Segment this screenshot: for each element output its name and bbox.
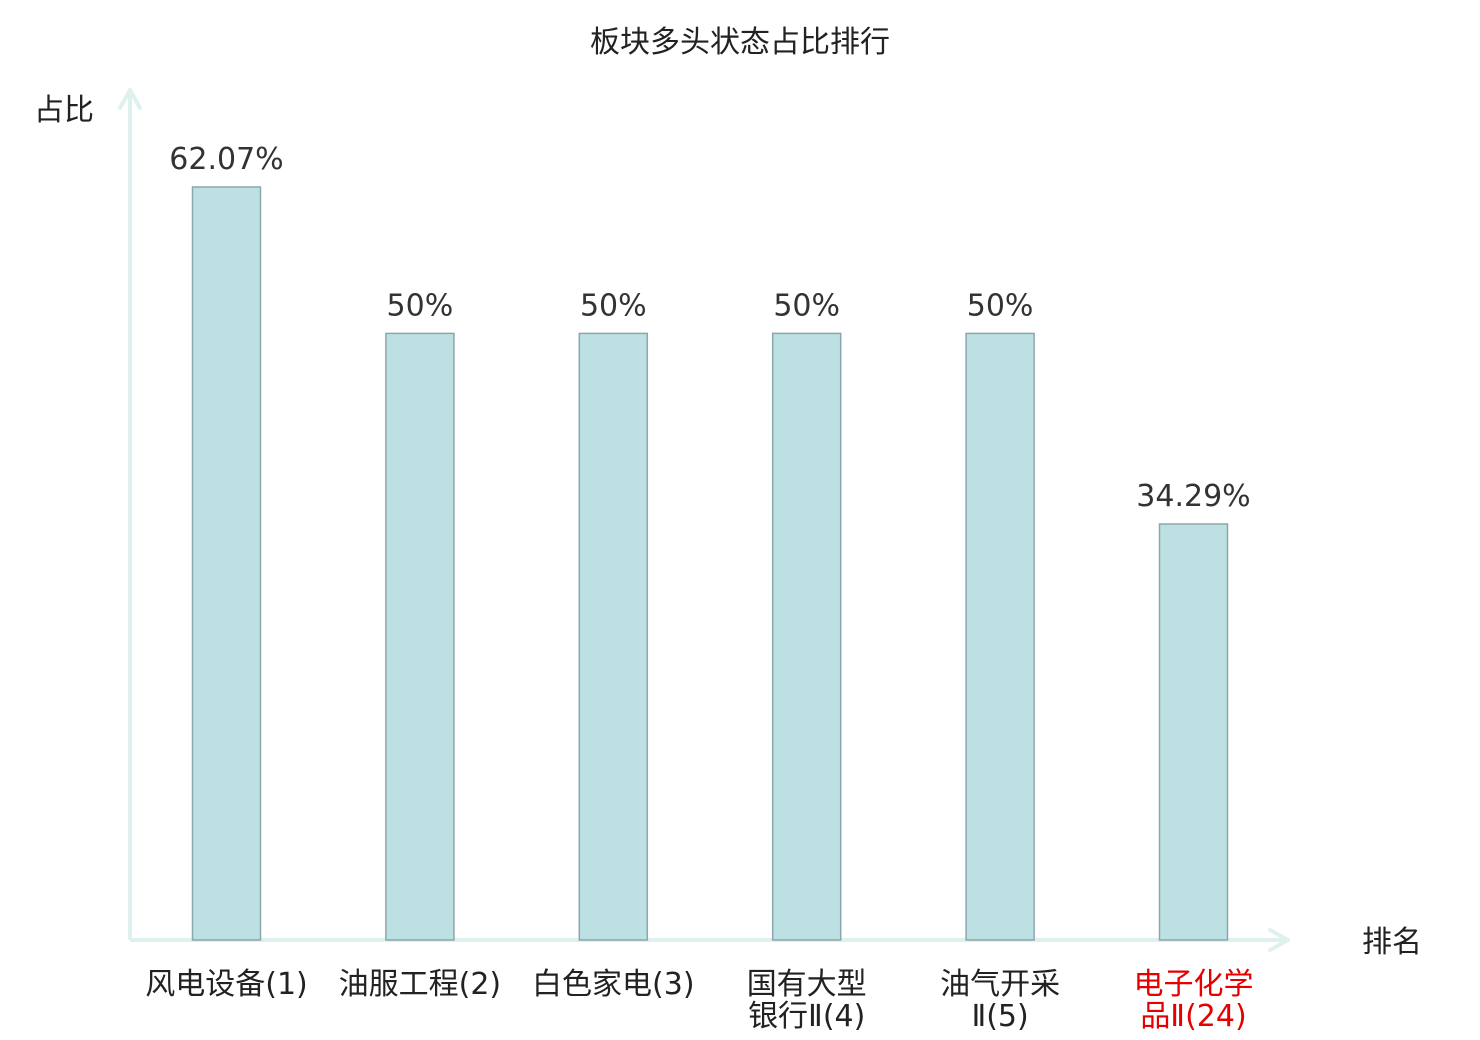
bar-0	[191, 186, 262, 941]
x-tick-label-3-line-1: 银行Ⅱ(4)	[748, 999, 865, 1034]
value-label-5: 34.29%	[1136, 479, 1250, 514]
x-tick-label-0: 风电设备(1)	[145, 967, 308, 1002]
x-tick-label-4: 油气开采 Ⅱ(5)	[940, 967, 1060, 1034]
value-label-2: 50%	[580, 288, 647, 323]
x-tick-labels-group: 风电设备(1) 油服工程(2) 白色家电(3) 国有大型银行Ⅱ(4) 油气开采 Ⅱ(5) 电…	[145, 967, 1253, 1034]
x-tick-label-1: 油服工程(2)	[339, 967, 502, 1002]
value-label-4: 50%	[967, 288, 1034, 323]
x-tick-label-0-line-0: 风电设备(1)	[145, 967, 308, 1002]
x-tick-label-4-line-0: 油气开采	[940, 967, 1060, 1002]
bar-3	[771, 332, 842, 941]
x-tick-label-1-line-0: 油服工程(2)	[339, 967, 502, 1002]
x-tick-label-3: 国有大型银行Ⅱ(4)	[747, 967, 867, 1034]
x-tick-label-5-line-0: 电子化学	[1134, 967, 1254, 1002]
x-tick-label-2-line-0: 白色家电(3)	[532, 967, 695, 1002]
value-label-3: 50%	[773, 288, 840, 323]
y-axis-title: 占比	[34, 93, 94, 128]
value-label-1: 50%	[387, 288, 454, 323]
bars-group	[191, 186, 1229, 941]
y-axis-arrow	[118, 88, 142, 110]
x-tick-label-3-line-0: 国有大型	[747, 967, 867, 1002]
bar-2	[578, 332, 649, 941]
x-tick-label-5: 电子化学品Ⅱ(24)	[1134, 967, 1254, 1034]
bar-4	[965, 332, 1035, 941]
axes	[118, 88, 1290, 952]
bar-5	[1158, 523, 1229, 941]
x-tick-label-2: 白色家电(3)	[532, 967, 695, 1002]
x-axis-arrow	[1268, 928, 1290, 952]
bar-1	[385, 332, 455, 941]
chart-title: 板块多头状态占比排行	[590, 25, 890, 60]
value-label-0: 62.07%	[169, 142, 283, 177]
x-tick-label-4-line-1: Ⅱ(5)	[971, 999, 1028, 1034]
x-tick-label-5-line-1: 品Ⅱ(24)	[1140, 999, 1246, 1034]
x-axis-title: 排名	[1362, 925, 1422, 960]
value-labels-group: 62.07% 50% 50% 50% 50% 34.29%	[169, 142, 1250, 514]
